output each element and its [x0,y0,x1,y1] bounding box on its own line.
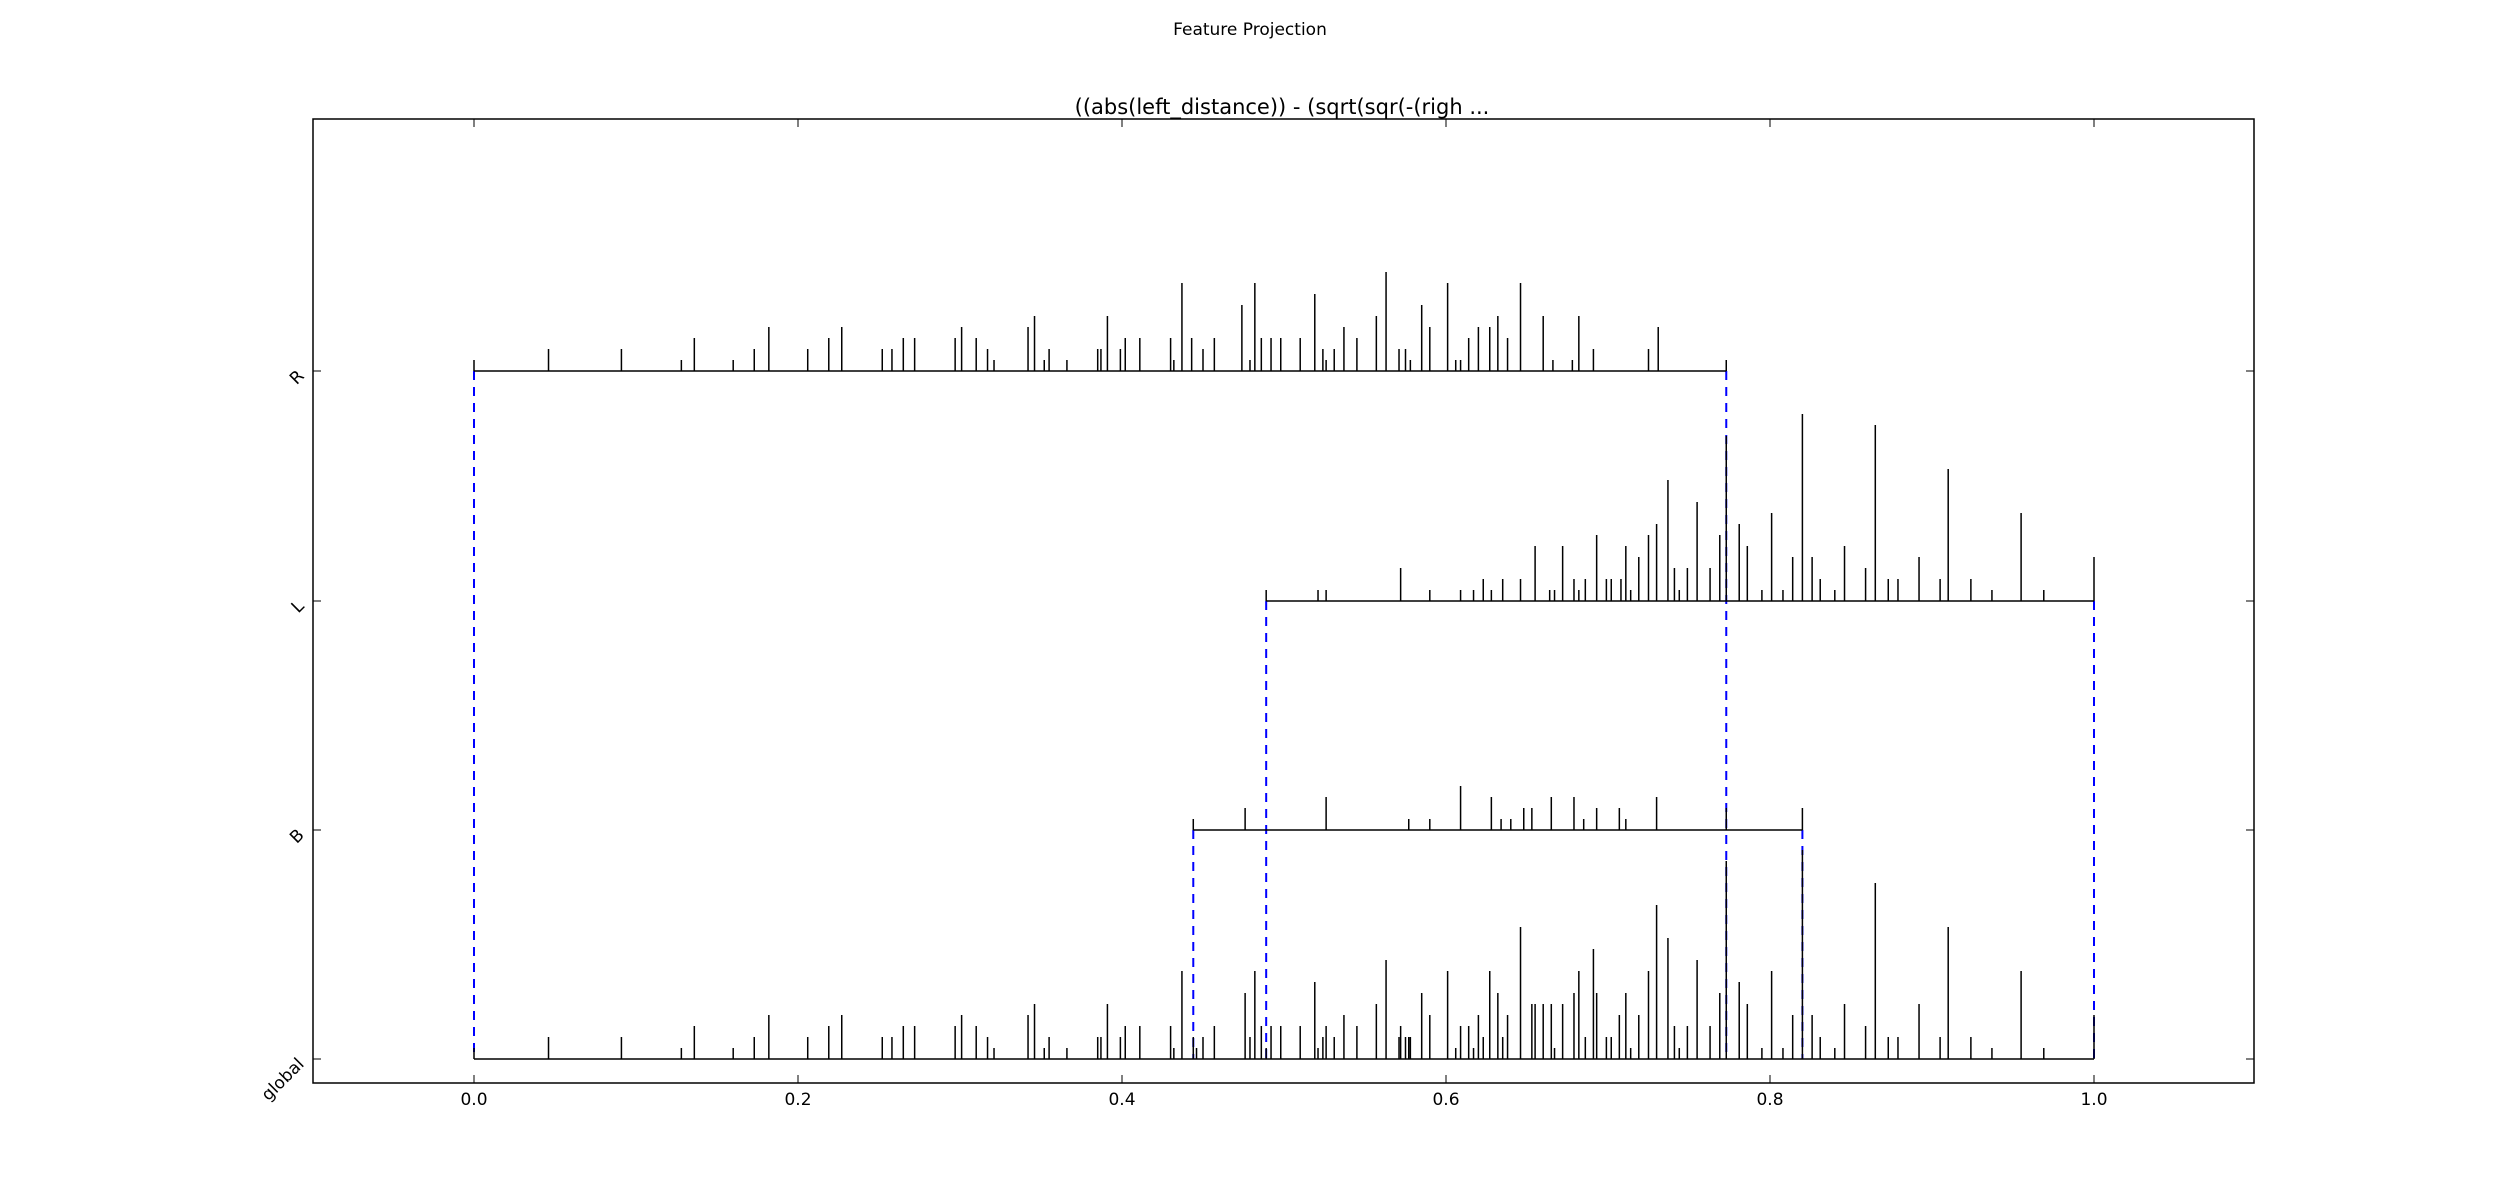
chart-title: ((abs(left_distance)) - (sqrt(sqr(-(righ… [1075,95,1490,120]
series-global [473,850,2095,1060]
ytick-label-global: global [258,1054,309,1105]
series-R [473,272,1728,372]
xtick-label-5: 1.0 [2080,1090,2107,1110]
x-axis: 0.0 0.2 0.4 0.6 0.8 1.0 [460,119,2108,1110]
xtick-label-4: 0.8 [1756,1090,1783,1110]
series-layer [473,272,2095,1060]
series-L [1265,414,2095,602]
xtick-label-1: 0.2 [784,1090,811,1110]
xtick-label-3: 0.6 [1432,1090,1459,1110]
figure-title: Feature Projection [1173,20,1327,40]
series-B [1192,786,1804,831]
divider-lines [473,371,2095,1059]
ytick-label-B: B [286,825,308,847]
xtick-label-0: 0.0 [460,1090,487,1110]
xtick-label-2: 0.4 [1108,1090,1135,1110]
ytick-label-R: R [286,366,309,389]
ytick-label-L: L [288,596,309,617]
y-axis: global B L R [258,366,2254,1105]
